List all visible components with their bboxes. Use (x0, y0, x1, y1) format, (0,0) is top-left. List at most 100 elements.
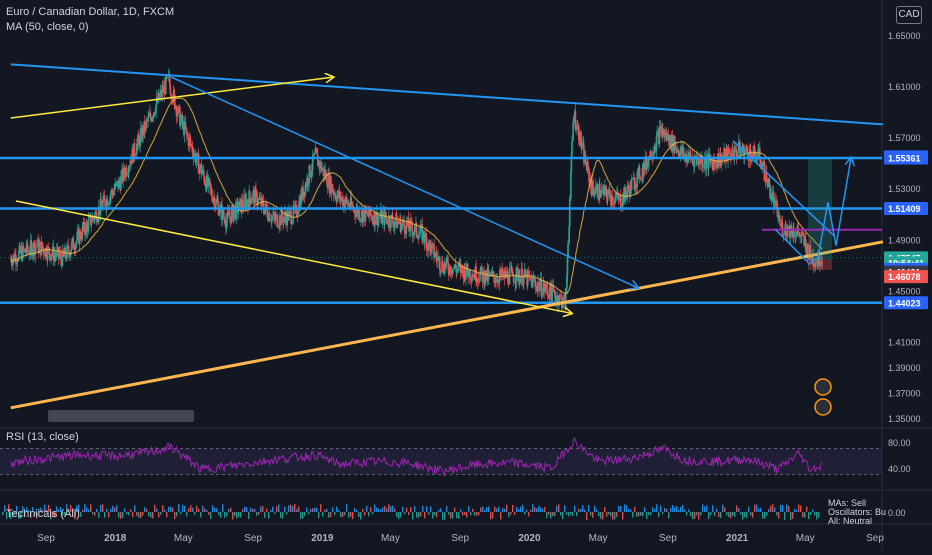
technicals-bar (380, 509, 382, 512)
technicals-bar (80, 512, 82, 517)
candle-body (497, 282, 500, 284)
candle-body (305, 184, 307, 188)
candle-body (634, 188, 636, 190)
currency-button[interactable]: CAD (896, 6, 922, 24)
technicals-bar (532, 504, 534, 512)
technicals-bar (450, 512, 452, 519)
technicals-bar (746, 512, 748, 519)
candle-body (737, 149, 740, 153)
candle-body (761, 165, 764, 167)
candle-body (445, 263, 447, 269)
candle-body (546, 284, 548, 289)
technicals-bar (226, 512, 228, 517)
candle-body (523, 269, 526, 276)
candle-body (86, 223, 89, 232)
technicals-bar (382, 507, 384, 512)
candle-body (411, 229, 414, 236)
candle-body (70, 250, 72, 253)
candle-body (292, 205, 295, 220)
technicals-bar (238, 512, 240, 518)
candle-body (54, 254, 56, 256)
candle-body (576, 125, 578, 131)
time-tick-label: Sep (37, 533, 55, 544)
candle-body (645, 156, 648, 169)
candle-body (286, 211, 289, 221)
candle-body (230, 209, 233, 224)
candle-body (529, 275, 531, 279)
technicals-bar (224, 512, 226, 518)
technicals-bar (218, 512, 220, 516)
candle-body (433, 244, 435, 258)
technicals-bar (378, 508, 380, 512)
candle-body (639, 178, 642, 180)
candle-body (258, 198, 261, 200)
candle-body (278, 225, 281, 228)
technicals-bar (548, 512, 550, 515)
technicals-bar (24, 512, 26, 517)
candle-body (53, 254, 56, 261)
candle-body (820, 261, 823, 264)
candle-body (566, 275, 568, 289)
technicals-bar (800, 505, 802, 512)
candle-body (747, 159, 750, 161)
candle-body (207, 178, 210, 186)
technicals-bar (192, 507, 194, 512)
candle-body (239, 198, 241, 201)
candle-body (290, 210, 292, 224)
candle-body (109, 194, 112, 197)
candle-body (433, 256, 436, 258)
technicals-bar (556, 505, 558, 512)
candle-body (757, 150, 759, 158)
candle-body (225, 219, 228, 229)
technicals-bar (484, 509, 486, 512)
candle-body (26, 242, 29, 251)
candle-body (264, 208, 266, 214)
candle-body (42, 248, 44, 250)
technicals-bar (106, 508, 108, 512)
candle-body (574, 110, 577, 129)
technicals-bar (458, 512, 460, 519)
candle-body (485, 270, 488, 281)
candle-body (248, 191, 251, 199)
technicals-bar (438, 509, 440, 512)
candle-body (542, 287, 544, 296)
price-label-text: 1.51409 (888, 204, 921, 214)
candle-body (250, 200, 253, 204)
technicals-bar (568, 512, 570, 517)
candle-body (821, 263, 824, 265)
candle-body (632, 177, 635, 179)
technicals-bar (762, 512, 764, 519)
candle-body (441, 261, 444, 271)
technicals-bar (150, 512, 152, 518)
candle-body (58, 255, 60, 258)
candle-body (200, 164, 203, 175)
candle-body (69, 252, 72, 257)
technicals-bar (566, 512, 568, 515)
candle-body (307, 183, 310, 186)
technicals-bar (562, 512, 564, 520)
price-tick-label: 1.49000 (888, 235, 921, 245)
candle-body (564, 288, 567, 310)
candle-body (112, 192, 114, 196)
technicals-bar (134, 505, 136, 512)
candle-body (272, 215, 274, 217)
candle-body (221, 208, 224, 221)
candle-body (688, 151, 690, 158)
technicals-tick-label: 0.00 (888, 508, 906, 518)
candle-body (282, 217, 285, 224)
candle-body (32, 242, 35, 253)
candle-body (618, 196, 620, 200)
candle-body (34, 246, 37, 248)
candle-body (700, 155, 702, 164)
technicals-bar (610, 512, 612, 517)
technicals-bar (672, 505, 674, 512)
candle-body (453, 264, 456, 269)
candle-body (580, 146, 583, 148)
technicals-bar (720, 512, 722, 519)
candle-body (256, 204, 259, 206)
technicals-bar (754, 504, 756, 512)
candle-body (60, 258, 63, 266)
candle-body (111, 190, 114, 193)
